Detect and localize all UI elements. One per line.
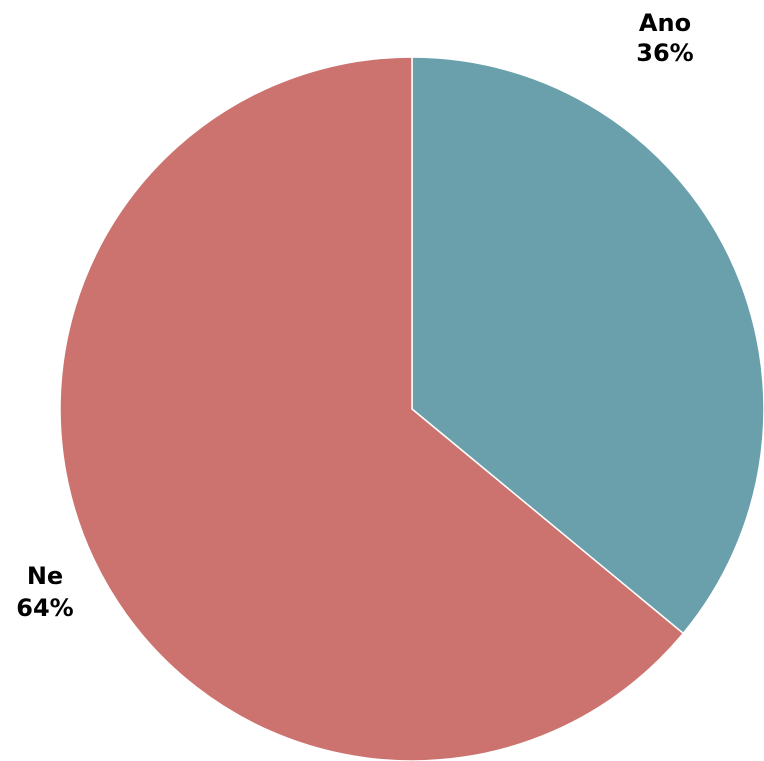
slice-value-label-ano: 36% <box>636 39 693 67</box>
pie-slices <box>59 56 764 761</box>
slice-label-ano: Ano <box>639 9 691 37</box>
slice-label-ne: Ne <box>27 562 63 590</box>
pie-slice-ne <box>59 56 685 761</box>
pie-slice-ano <box>411 56 764 635</box>
slice-value-label-ne: 64% <box>16 594 73 622</box>
